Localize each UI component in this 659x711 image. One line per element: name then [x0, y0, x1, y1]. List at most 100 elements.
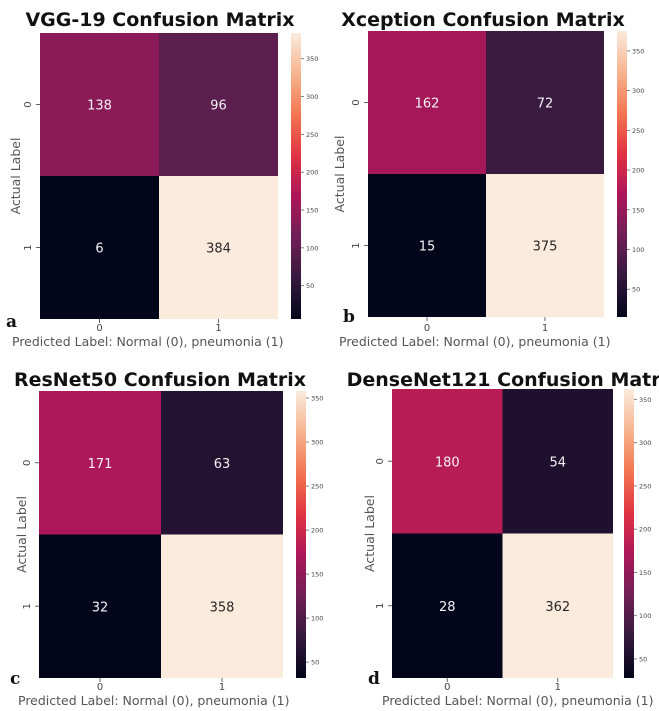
colorbar-tick-label: 100	[632, 246, 644, 254]
panel-title: ResNet50 Confusion Matrix	[14, 369, 306, 391]
heatmap-cell	[39, 391, 161, 535]
panel-letter: d	[368, 669, 380, 689]
colorbar-tick-label: 350	[306, 55, 318, 63]
colorbar-tick-label: 150	[632, 206, 644, 214]
colorbar-tick-label: 150	[306, 207, 318, 215]
cell-value-label: 32	[92, 600, 109, 615]
colorbar-tick-label: 200	[311, 527, 323, 535]
x-tick-label: 0	[96, 323, 102, 334]
x-tick-label: 0	[97, 682, 103, 693]
x-tick-label: 0	[444, 682, 450, 693]
colorbar-tick-label: 250	[639, 482, 651, 490]
cell-value-label: 362	[545, 600, 570, 615]
colorbar-tick-label: 100	[639, 612, 651, 620]
colorbar-tick-label: 300	[639, 439, 651, 447]
colorbar-tick-label: 50	[306, 282, 314, 290]
colorbar	[624, 389, 634, 678]
colorbar	[291, 33, 301, 319]
y-tick-label: 0	[23, 101, 34, 107]
colorbar-tick-label: 250	[311, 483, 323, 491]
panel-letter: a	[6, 312, 17, 332]
colorbar-tick-label: 50	[632, 286, 640, 294]
cell-value-label: 171	[88, 457, 113, 472]
cell-value-label: 96	[210, 99, 227, 114]
heatmap-cell	[368, 174, 486, 317]
heatmap-cell	[159, 33, 278, 176]
y-tick-label: 1	[351, 242, 362, 248]
x-tick-label: 0	[424, 323, 430, 334]
panel-title: DenseNet121 Confusion Matrix	[347, 369, 659, 391]
heatmap-cell	[39, 534, 161, 678]
colorbar-tick-label: 200	[639, 526, 651, 534]
y-axis-label: Actual Label	[362, 495, 377, 572]
colorbar-tick-label: 300	[632, 87, 644, 95]
cell-value-label: 162	[415, 97, 440, 112]
colorbar-tick-label: 350	[311, 395, 323, 403]
x-tick-label: 1	[219, 682, 225, 693]
cell-value-label: 15	[419, 240, 436, 255]
panel-letter: c	[10, 669, 20, 689]
y-axis-label: Actual Label	[332, 136, 347, 213]
panel-letter: b	[343, 307, 355, 327]
colorbar-tick-label: 350	[632, 47, 644, 55]
cell-value-label: 138	[87, 99, 112, 114]
colorbar-tick-label: 50	[639, 655, 647, 663]
colorbar	[296, 391, 306, 678]
cell-value-label: 180	[435, 455, 460, 470]
panel-title: Xception Confusion Matrix	[341, 9, 624, 31]
heatmap-cell	[159, 176, 278, 319]
x-axis-label: Predicted Label: Normal (0), pneumonia (…	[339, 334, 610, 349]
heatmap-cell	[40, 176, 159, 319]
colorbar	[617, 31, 627, 317]
colorbar-tick-label: 150	[639, 569, 651, 577]
cell-value-label: 358	[210, 600, 235, 615]
cell-value-label: 384	[206, 242, 231, 257]
heatmap-cell	[161, 391, 283, 535]
y-tick-label: 1	[375, 603, 386, 609]
colorbar-tick-label: 250	[306, 131, 318, 139]
heatmap-cell	[486, 31, 604, 174]
colorbar-tick-label: 50	[311, 659, 319, 667]
x-axis-label: Predicted Label: Normal (0), pneumonia (…	[12, 334, 283, 349]
y-tick-label: 0	[351, 99, 362, 105]
colorbar-tick-label: 300	[311, 439, 323, 447]
cell-value-label: 63	[214, 457, 231, 472]
heatmap-cell	[161, 534, 283, 678]
heatmap-cell	[392, 533, 503, 678]
colorbar-tick-label: 200	[632, 167, 644, 175]
panel-title: VGG-19 Confusion Matrix	[25, 9, 294, 31]
heatmap-cell	[392, 389, 503, 534]
x-tick-label: 1	[215, 323, 221, 334]
confusion-matrix-panel-d: DenseNet121 Confusion Matrix 180 54 28 362 0 1…	[347, 369, 659, 708]
cell-value-label: 375	[533, 240, 558, 255]
y-tick-label: 0	[375, 458, 386, 464]
cell-value-label: 72	[537, 97, 554, 112]
heatmap-cell	[40, 33, 159, 176]
colorbar-tick-label: 150	[311, 571, 323, 579]
colorbar-tick-label: 200	[306, 169, 318, 177]
colorbar-tick-label: 100	[311, 615, 323, 623]
colorbar-tick-label: 350	[639, 396, 651, 404]
cell-value-label: 54	[549, 455, 566, 470]
colorbar-tick-label: 250	[632, 127, 644, 135]
y-axis-label: Actual Label	[8, 138, 23, 215]
y-tick-label: 1	[23, 244, 34, 250]
x-axis-label: Predicted Label: Normal (0), pneumonia (…	[382, 693, 653, 708]
heatmap-cell	[368, 31, 486, 174]
colorbar-tick-label: 100	[306, 244, 318, 252]
cell-value-label: 6	[95, 242, 103, 257]
x-tick-label: 1	[542, 323, 548, 334]
y-axis-label: Actual Label	[14, 496, 29, 573]
heatmap-cell	[502, 389, 613, 534]
x-tick-label: 1	[555, 682, 561, 693]
x-axis-label: Predicted Label: Normal (0), pneumonia (…	[18, 693, 289, 708]
cell-value-label: 28	[439, 600, 456, 615]
y-tick-label: 0	[22, 460, 33, 466]
heatmap-cell	[486, 174, 604, 317]
colorbar-tick-label: 300	[306, 93, 318, 101]
heatmap-cell	[502, 533, 613, 678]
